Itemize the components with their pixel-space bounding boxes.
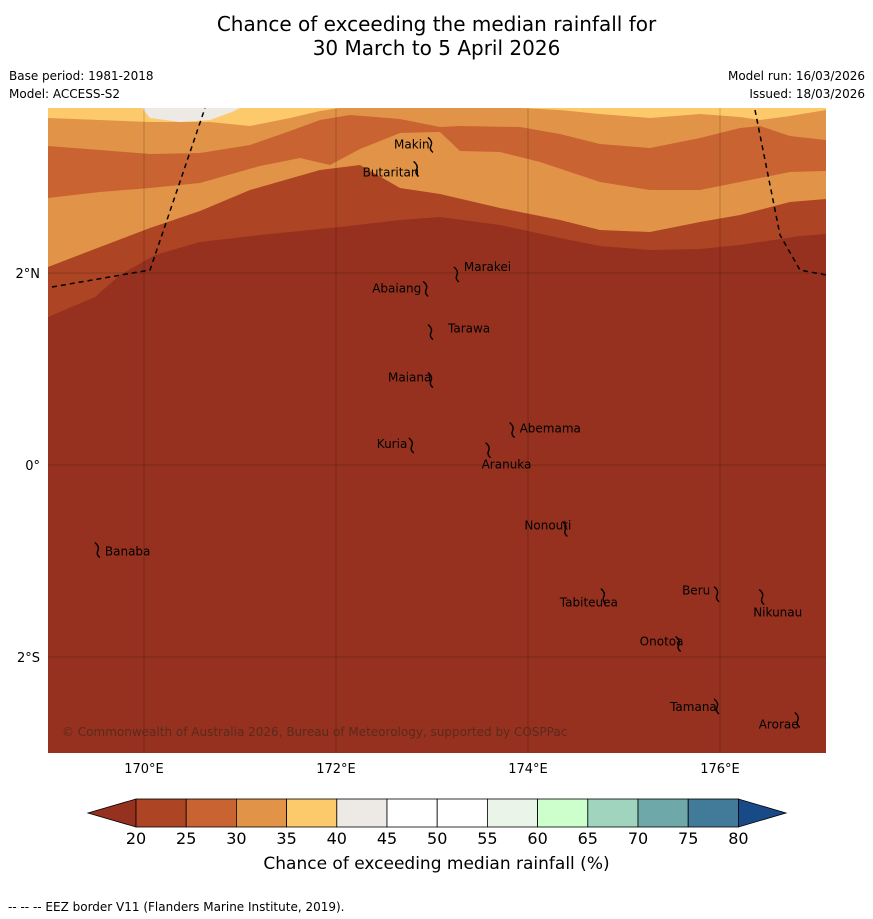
lon-tick-label: 176°E	[700, 762, 740, 777]
colorbar-tick-label: 45	[377, 829, 397, 848]
colorbar-bin	[286, 798, 338, 828]
lat-tick-label: 0°	[25, 459, 40, 474]
eez-border-west	[51, 107, 206, 288]
island-outline	[427, 372, 434, 389]
colorbar-tick-label: 75	[678, 829, 698, 848]
map-title: Chance of exceeding the median rainfall …	[0, 12, 873, 60]
colorbar-bin	[486, 798, 538, 828]
colorbar-tick-label: 35	[276, 829, 296, 848]
model-run-label: Model run: 16/03/2026	[727, 69, 865, 83]
colorbar-tick-label: 25	[176, 829, 196, 848]
issued-label: Issued: 18/03/2026	[749, 87, 865, 101]
island-label: Butaritari	[363, 165, 420, 179]
lon-tick-label: 174°E	[508, 762, 548, 777]
colorbar-bin	[587, 798, 639, 828]
copyright-notice: © Commonwealth of Australia 2026, Bureau…	[62, 725, 567, 739]
island-outline	[600, 588, 607, 605]
island-outline	[408, 437, 415, 454]
island-outline	[509, 421, 516, 439]
island-label: Tamana	[669, 700, 717, 714]
island-outline	[713, 698, 720, 715]
island-outline	[713, 586, 720, 603]
island-label: Beru	[682, 584, 710, 598]
lon-tick-label: 170°E	[124, 762, 164, 777]
island-outline	[422, 280, 429, 297]
colorbar-bin	[436, 798, 488, 828]
colorbar-bin	[687, 798, 739, 828]
island-outline	[427, 136, 434, 153]
colorbar: 20 25 30 35 40 45 50 55 60 65 70 75 80	[86, 798, 788, 848]
island-outline	[794, 711, 801, 728]
colorbar-tick-label: 50	[427, 829, 447, 848]
lon-tick-label: 172°E	[316, 762, 356, 777]
island-group: Makin Butaritari Marakei Abaiang Tarawa Maian…	[94, 136, 802, 731]
title-line-1: Chance of exceeding the median rainfall …	[216, 12, 657, 36]
island-outline	[675, 636, 682, 653]
island-outline	[413, 160, 420, 177]
island-outline	[758, 589, 765, 606]
base-period-label: Base period: 1981-2018	[9, 69, 154, 83]
island-label: Nikunau	[753, 606, 802, 620]
island-label: Tarawa	[447, 322, 490, 336]
island-label: Arorae	[759, 717, 799, 731]
island-outline	[453, 266, 460, 283]
island-label: Banaba	[105, 545, 151, 559]
island-label: Tabiteuea	[559, 596, 618, 610]
title-line-2: 30 March to 5 April 2026	[312, 36, 561, 60]
lat-tick-label: 2°S	[17, 651, 40, 666]
colorbar-bin	[135, 798, 187, 828]
axis-labels: 2°N 0° 2°S 170°E 172°E 174°E 176°E © Commonweal…	[16, 267, 740, 777]
colorbar-bin	[386, 798, 438, 828]
eez-footnote: -- -- -- EEZ border V11 (Flanders Marine…	[8, 900, 345, 914]
rainfall-bands	[48, 108, 826, 753]
colorbar-extend-high	[738, 798, 788, 828]
island-label: Makin	[394, 137, 430, 151]
colorbar-label: Chance of exceeding median rainfall (%)	[263, 854, 610, 874]
colorbar-tick-label: 70	[628, 829, 648, 848]
colorbar-tick-label: 20	[126, 829, 146, 848]
colorbar-bin	[336, 798, 388, 828]
model-label: Model: ACCESS-S2	[9, 87, 121, 101]
colorbar-tick-label: 40	[327, 829, 347, 848]
graticule	[48, 108, 826, 753]
colorbar-tick-label: 65	[578, 829, 598, 848]
band-45-55	[142, 108, 240, 122]
island-outline	[485, 442, 492, 459]
colorbar-bin	[185, 798, 237, 828]
island-label: Abaiang	[372, 281, 421, 295]
island-label: Nonouti	[524, 518, 571, 532]
island-outline	[427, 324, 434, 341]
island-label: Maiana	[388, 371, 431, 385]
island-label: Kuria	[377, 437, 408, 451]
island-label: Aranuka	[482, 458, 532, 472]
eez-border-east	[754, 109, 827, 276]
island-outline	[94, 541, 101, 559]
colorbar-tick-label: 30	[226, 829, 246, 848]
island-label: Onotoa	[640, 635, 684, 649]
band-40-45	[48, 108, 826, 126]
colorbar-bin	[537, 798, 589, 828]
colorbar-extend-low	[86, 798, 137, 828]
island-outline	[561, 520, 568, 537]
lat-tick-label: 2°N	[16, 267, 41, 282]
colorbar-bin	[637, 798, 689, 828]
colorbar-tick-label: 60	[527, 829, 547, 848]
colorbar-tick-label: 55	[477, 829, 497, 848]
island-label: Abemama	[520, 422, 581, 436]
colorbar-bin	[235, 798, 287, 828]
colorbar-tick-label: 80	[728, 829, 748, 848]
island-label: Marakei	[464, 260, 511, 274]
